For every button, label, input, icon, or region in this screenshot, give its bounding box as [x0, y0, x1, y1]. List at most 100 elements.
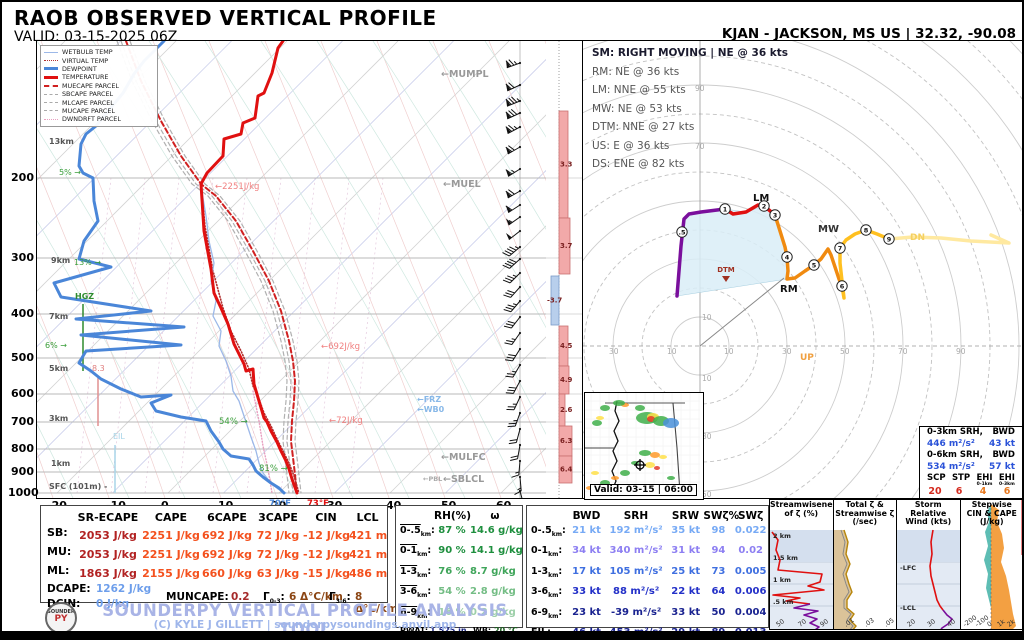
legend-item: MUECAPE PARCEL [44, 82, 154, 90]
legend-item: TEMPERATURE [44, 73, 154, 81]
skewt-annotation: ←PBL [423, 475, 442, 483]
radar-echo [650, 452, 660, 458]
hodo-label-lm: LM [753, 193, 769, 204]
pressure-tick: 800 [11, 442, 34, 455]
height-marker [808, 259, 820, 271]
wind-barb [503, 299, 522, 313]
mini-x-tick: 30 [926, 617, 937, 628]
hodo-segment-1-3km [723, 203, 777, 217]
radar-echo [645, 462, 655, 468]
series-dewpoint [52, 41, 286, 495]
ring-label: 30 [702, 432, 712, 441]
mini-x-tick: .05 [882, 616, 895, 628]
legend-item: MLCAPE PARCEL [44, 98, 154, 107]
wind-barbs [502, 59, 525, 510]
skewt-annotation: ←FRZ [417, 395, 441, 404]
thermo-extra: 0.2 [231, 591, 250, 603]
storm-motion-line: DTM: NNE @ 27 kts [592, 121, 695, 133]
srh-box-row: 0-6km SRH, BWD [927, 450, 1015, 460]
wind-barb [502, 245, 522, 257]
thermo-extra: DCAPE: [47, 583, 91, 595]
legend-item: DWNDRFT PARCEL [44, 115, 154, 123]
logo-text-bottom: PY [54, 614, 68, 624]
skewt-annotation: ←MULFC [441, 452, 486, 463]
series-mlcape-parcel [120, 41, 294, 494]
mini-panel-title: Stepwise CIN & CAPE (J/kg) [966, 500, 1017, 527]
wind-barb [510, 443, 522, 462]
storm-motion-line: MW: NE @ 53 kts [592, 102, 682, 115]
mini-panel-title: Total ζ & Streamwise ζ (/sec) [835, 500, 895, 527]
radar-echo [635, 405, 645, 411]
radar-echo [647, 416, 655, 422]
rh-header-row: RH(%) ω [434, 510, 500, 522]
lapse-rate-bars: 3.3 3.7 -3.7 4.5 4.9 2.6 6.3 6.4 [546, 41, 582, 498]
lapse-rate-value: 3.3 [560, 161, 573, 169]
surface-temp-marker: 70°F [269, 499, 291, 509]
rh-footer-item: WB: [473, 625, 492, 631]
mini-x-tick: 50 [775, 617, 786, 628]
wind-barb [505, 203, 522, 214]
mini-layer-label: -LFC [900, 564, 916, 572]
lapse-rate-bar [558, 455, 573, 484]
radar-echo [591, 471, 599, 475]
bwd-row: 0-1km: 34 kt 340 m²/s² 31 kt 94 0.02 [531, 545, 763, 559]
ring-label: 70 [898, 347, 908, 356]
mini-x-tick: 90 [819, 617, 830, 628]
lapse-rate-value: 3.7 [560, 242, 573, 250]
pressure-tick: 500 [11, 351, 34, 364]
mini-panel-title: Storm Relative Wind (kts) [905, 500, 952, 527]
state-border-river [610, 400, 620, 494]
skewt-plot: 13km 9km 7km 5km 3km 1km SFC (101m) - 5% → 13% →… [37, 41, 546, 510]
mini-panel: Storm Relative Wind (kts) -LFC -LCL 20 30 40 [897, 500, 961, 629]
skewt-annotation: ←2251J/kg [215, 182, 259, 192]
storm-motion-line: US: E @ 36 kts [592, 139, 670, 152]
thermo-extra: 0 J/kg [96, 598, 130, 610]
svg-text:.5: .5 [679, 228, 686, 236]
bwd-row: 1-3km: 17 kt 105 m²/s² 25 kt 73 0.005 [531, 565, 767, 579]
skewt-annotation: ←692J/kg [321, 342, 360, 352]
mini-layer-label: 1 km [773, 576, 791, 584]
legend-label: SBCAPE PARCEL [62, 90, 114, 99]
radar-echo [620, 470, 630, 476]
legend-item: DEWPOINT [44, 65, 154, 73]
mini-layer-label: 2 km [773, 532, 791, 540]
lapse-rate-value: 4.5 [560, 342, 573, 350]
thermo-extra: MUNCAPE: [166, 591, 229, 603]
hodo-label-rm: RM [780, 284, 798, 295]
mini-x-tick: 0 [985, 620, 993, 629]
mini-layer-label: .5 km [773, 598, 794, 606]
lapse-rate-bars-panel: 3.3 3.7 -3.7 4.5 4.9 2.6 6.3 6.4 [546, 40, 584, 499]
svg-text:6: 6 [840, 282, 845, 290]
mini-x-tick: 2k [1005, 617, 1016, 628]
radar-map-inset: Valid: 03-15 | 06:00 [584, 392, 704, 500]
legend-item: MUCAPE PARCEL [44, 107, 154, 115]
radar-echo [596, 416, 604, 420]
station-info: KJAN - JACKSON, MS US | 32.32, -90.08 [721, 26, 1016, 42]
radar-echo [654, 466, 660, 470]
srh-box-row: 534 m²/s² 57 kt [927, 461, 1015, 472]
pressure-tick: 400 [11, 307, 34, 320]
thermo-extra: 6 Δ°C/km [289, 591, 343, 603]
storm-motion-info: SM: RIGHT MOVING | NE @ 36 kts RM: NE @ 3… [592, 47, 788, 177]
height-marker [781, 251, 793, 263]
radar-valid-label: Valid: 03-15 | 06:00 [590, 484, 697, 496]
wind-barb [505, 124, 522, 135]
skewt-annotation: ←WB0 [417, 405, 445, 414]
legend-line-sample [44, 110, 58, 112]
series-temperature [199, 41, 299, 495]
height-marker [860, 224, 872, 236]
shear-table: BWD SRH SRW SWζ% SWζ 0-.5km: 21 kt 192 m²/s² 35 … [526, 505, 769, 631]
storm-motion-line: SM: RIGHT MOVING | NE @ 36 kts [592, 47, 789, 59]
svg-text:4: 4 [785, 253, 790, 261]
lapse-rate-value: 4.9 [560, 376, 573, 384]
srh-area-fill [676, 205, 788, 297]
hodo-label-dn: DN [910, 233, 925, 243]
legend-label: MUECAPE PARCEL [62, 81, 119, 90]
skewt-annotation: 81% → [259, 464, 288, 474]
surface-temp-marker: 73°F [307, 499, 329, 509]
pressure-tick: 300 [11, 251, 34, 264]
wind-barb [507, 411, 522, 428]
lapse-rate-bar [558, 217, 571, 275]
wind-barb [503, 315, 522, 329]
